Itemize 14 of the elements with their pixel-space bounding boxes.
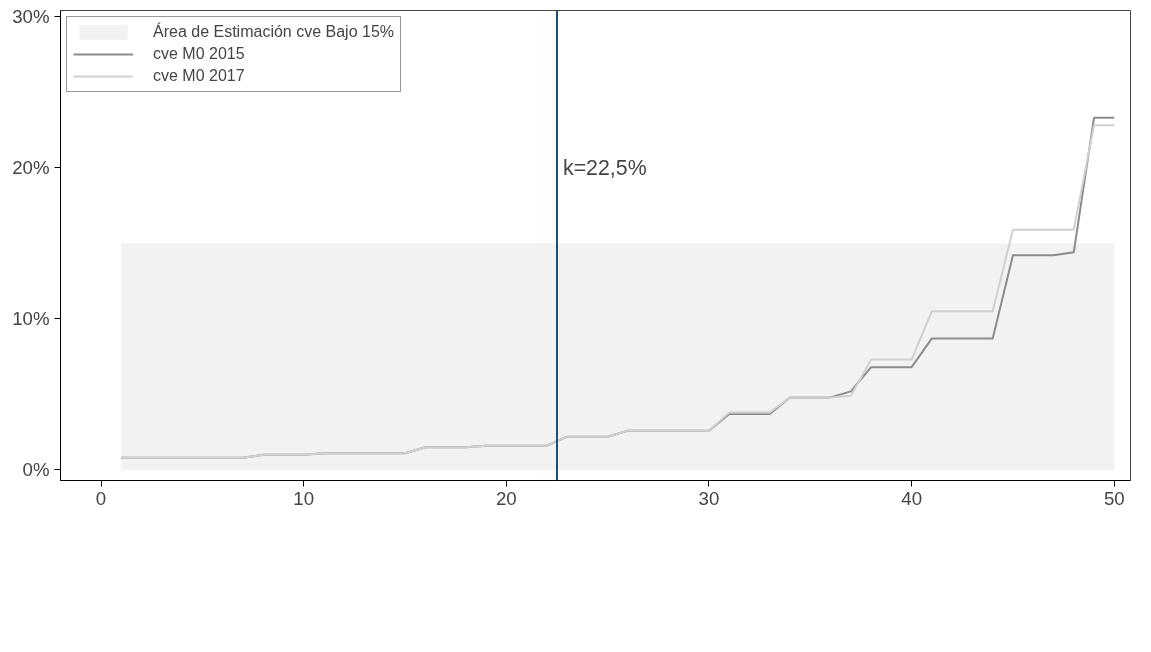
x-tick-label: 10 (293, 487, 315, 509)
x-tick-label: 0 (95, 487, 107, 509)
legend-label: Área de Estimación cve Bajo 15% (153, 23, 395, 41)
y-tick-label: 30% (12, 6, 50, 28)
legend-label: cve M0 2015 (153, 45, 245, 63)
ref-line-label: k=22,5% (563, 155, 647, 180)
y-tick-label: 0% (22, 459, 50, 481)
x-tick-label: 40 (901, 487, 923, 509)
x-tick-label: 30 (698, 487, 720, 509)
y-tick-label: 20% (12, 157, 50, 179)
legend-label: cve M0 2017 (153, 67, 245, 85)
x-tick-label: 20 (495, 487, 517, 509)
x-tick-label: 50 (1103, 487, 1125, 509)
y-tick-label: 10% (12, 308, 50, 330)
